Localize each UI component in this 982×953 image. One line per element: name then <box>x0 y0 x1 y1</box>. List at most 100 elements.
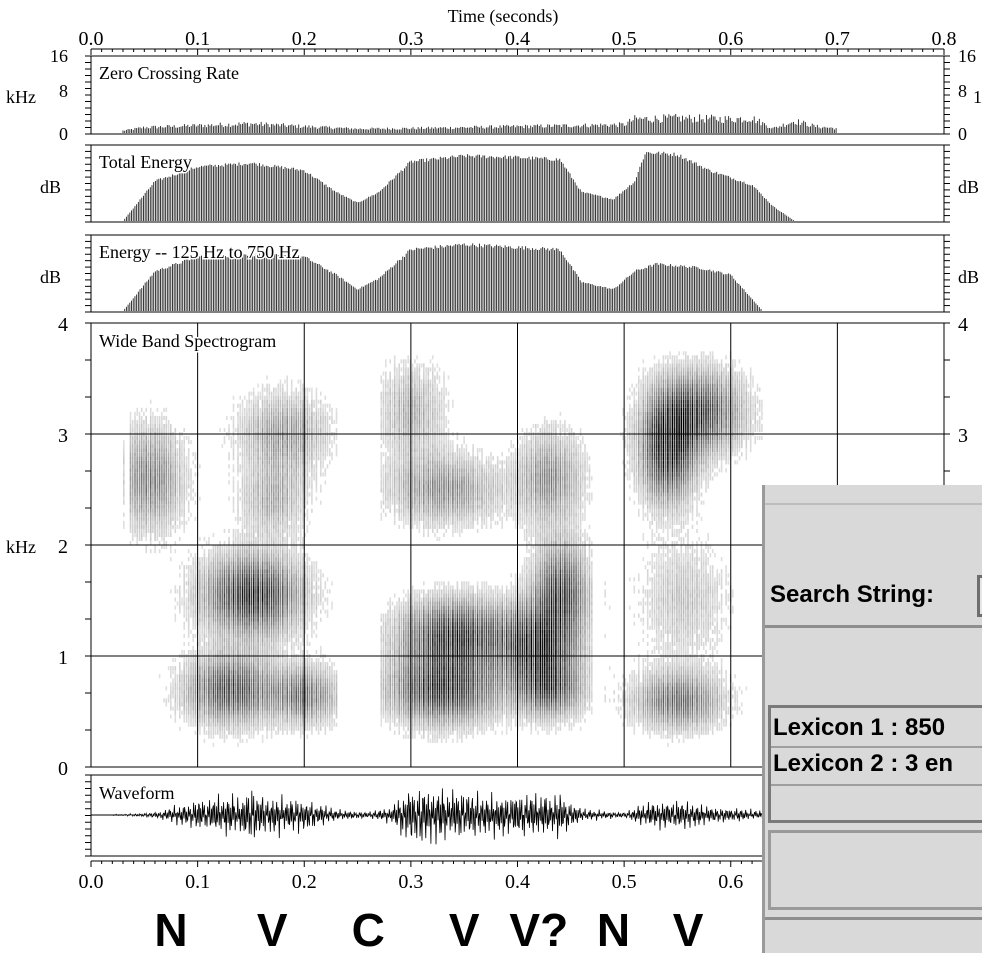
spectrogram-cell <box>239 690 241 695</box>
spectrogram-cell <box>156 419 159 424</box>
spectrogram-cell <box>223 593 226 598</box>
spectrogram-cell <box>250 553 253 558</box>
spectrogram-cell <box>183 440 185 445</box>
spectrogram-cell <box>212 597 215 602</box>
spectrogram-cell <box>217 710 219 715</box>
spectrogram-cell <box>140 472 143 477</box>
spectrogram-cell <box>190 593 192 598</box>
spectrogram-cell <box>201 645 203 650</box>
spectrogram-cell <box>264 460 266 465</box>
spectrogram-cell <box>179 589 181 594</box>
spectrogram-cell <box>275 597 277 602</box>
spectrogram-cell <box>266 686 268 691</box>
spectrogram-cell <box>190 690 192 695</box>
spectrogram-cell <box>190 569 192 574</box>
spectrogram-cell <box>250 512 253 517</box>
spectrogram-cell <box>259 605 262 610</box>
spectrogram-cell <box>252 436 255 441</box>
spectrogram-cell <box>174 613 177 618</box>
spectrogram-cell <box>255 722 257 727</box>
spectrogram-cell <box>266 468 268 473</box>
spectrogram-cell <box>270 508 273 513</box>
spectrogram-cell <box>203 593 206 598</box>
spectrogram-cell <box>232 613 235 618</box>
spectrogram-cell <box>246 617 248 622</box>
spectrogram-cell <box>228 718 230 723</box>
spectrogram-cell <box>167 516 170 521</box>
spectrogram-cell <box>230 415 233 420</box>
spectrogram-cell <box>183 528 185 533</box>
spectrogram-cell <box>241 625 244 630</box>
spectrogram-cell <box>183 670 185 675</box>
spectrogram-cell <box>268 637 271 642</box>
spectrogram-cell <box>129 428 132 433</box>
spectrogram-cell <box>243 686 246 691</box>
spectrogram-cell <box>237 601 239 606</box>
spectrogram-cell <box>230 613 233 618</box>
spectrogram-cell <box>239 419 241 424</box>
spectrogram-cell <box>255 399 257 404</box>
spectrogram-cell <box>268 597 271 602</box>
spectrogram-cell <box>192 601 194 606</box>
spectrogram-cell <box>140 407 143 412</box>
spectrogram-cell <box>239 714 241 719</box>
spectrogram-cell <box>261 613 264 618</box>
spectrogram-cell <box>270 569 273 574</box>
spectrogram-cell <box>246 714 248 719</box>
spectrogram-cell <box>205 601 208 606</box>
spectrogram-cell <box>261 553 264 558</box>
spectrogram-cell <box>143 524 145 529</box>
spectrogram-cell <box>228 613 230 618</box>
spectrogram-cell <box>234 722 237 727</box>
spectrogram-cell <box>138 488 141 493</box>
spectrogram-cell <box>134 460 136 465</box>
spectrogram-cell <box>257 726 259 731</box>
spectrogram-cell <box>163 480 165 485</box>
spectrogram-cell <box>154 440 156 445</box>
spectrogram-cell <box>219 569 221 574</box>
spectrogram-cell <box>221 633 224 638</box>
spectrogram-cell <box>163 460 165 465</box>
spectrogram-cell <box>246 710 248 715</box>
spectrogram-cell <box>273 480 275 485</box>
spectrogram-cell <box>199 573 201 578</box>
spectrogram-cell <box>183 520 185 525</box>
spectrogram-cell <box>156 472 159 477</box>
spectrogram-cell <box>221 698 224 703</box>
spectrogram-cell <box>210 718 212 723</box>
spectrogram-cell <box>270 609 273 614</box>
spectrogram-cell <box>257 448 259 453</box>
spectrogram-cell <box>268 641 271 646</box>
spectrogram-cell <box>136 492 138 497</box>
spectrogram-cell <box>219 617 221 622</box>
spectrogram-cell <box>232 541 235 546</box>
spectrogram-cell <box>237 508 239 513</box>
spectrogram-cell <box>248 480 250 485</box>
spectrogram-cell <box>273 512 275 517</box>
spectrogram-cell <box>179 605 181 610</box>
spectrogram-cell <box>255 448 257 453</box>
spectrogram-cell <box>250 710 253 715</box>
spectrogram-cell <box>239 682 241 687</box>
spectrogram-cell <box>234 710 237 715</box>
spectrogram-cell <box>270 722 273 727</box>
spectrogram-cell <box>183 678 185 683</box>
spectrogram-cell <box>179 674 181 679</box>
spectrogram-cell <box>273 411 275 416</box>
spectrogram-cell <box>143 516 145 521</box>
spectrogram-cell <box>266 403 268 408</box>
spectrogram-cell <box>239 585 241 590</box>
spectrogram-cell <box>255 605 257 610</box>
spectrogram-cell <box>190 710 192 715</box>
spectrogram-cell <box>183 484 185 489</box>
spectrogram-cell <box>134 468 136 473</box>
spectrogram-cell <box>208 734 210 739</box>
spectrogram-cell <box>241 532 244 537</box>
spectrogram-cell <box>275 444 277 449</box>
spectrogram-cell <box>266 428 268 433</box>
spectrogram-cell <box>174 702 177 707</box>
spectrogram-cell <box>149 532 152 537</box>
spectrogram-cell <box>205 609 208 614</box>
spectrogram-cell <box>261 738 264 743</box>
spectrogram-cell <box>273 637 275 642</box>
